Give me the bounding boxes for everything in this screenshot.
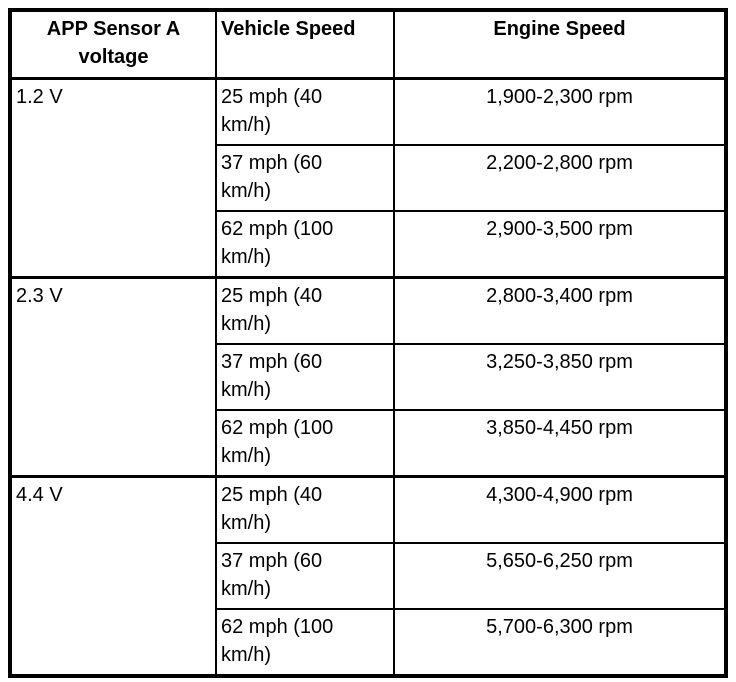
engine-speed-cell: 2,800-3,400 rpm xyxy=(393,276,727,345)
vehicle-speed-cell: 62 mph (100 km/h) xyxy=(215,608,395,677)
vehicle-speed-cell: 25 mph (40 km/h) xyxy=(215,276,395,345)
table-body: 1.2 V 25 mph (40 km/h) 1,900-2,300 rpm 37 m… xyxy=(9,77,727,677)
engine-speed-cell: 2,200-2,800 rpm xyxy=(393,144,727,212)
table-row: 1.2 V 25 mph (40 km/h) 1,900-2,300 rpm xyxy=(9,77,727,279)
vehicle-speed-cell: 37 mph (60 km/h) xyxy=(215,144,395,212)
voltage-cell: 2.3 V xyxy=(9,276,217,478)
engine-speed-cell: 1,900-2,300 rpm xyxy=(393,77,727,146)
table-row: 4.4 V 25 mph (40 km/h) 4,300-4,900 rpm xyxy=(9,475,727,677)
table-row: 37 mph (60 km/h) 5,650-6,250 rpm xyxy=(10,542,727,610)
table-row: 62 mph (100 km/h) 2,900-3,500 rpm xyxy=(10,210,727,279)
table-row: 2.3 V 25 mph (40 km/h) 2,800-3,400 rpm xyxy=(9,276,727,478)
voltage-cell: 4.4 V xyxy=(9,475,217,677)
vehicle-speed-cell: 37 mph (60 km/h) xyxy=(215,343,395,411)
engine-speed-cell: 5,650-6,250 rpm xyxy=(393,542,727,610)
table-row: 62 mph (100 km/h) 5,700-6,300 rpm xyxy=(10,608,727,677)
header-vehicle-speed: Vehicle Speed xyxy=(215,9,395,80)
engine-speed-cell: 3,250-3,850 rpm xyxy=(393,343,727,411)
table-row: 62 mph (100 km/h) 3,850-4,450 rpm xyxy=(10,409,727,478)
engine-speed-cell: 4,300-4,900 rpm xyxy=(393,475,727,544)
vehicle-speed-cell: 37 mph (60 km/h) xyxy=(215,542,395,610)
engine-speed-cell: 3,850-4,450 rpm xyxy=(393,409,727,478)
header-app-sensor-voltage: APP Sensor A voltage xyxy=(9,9,217,80)
vehicle-speed-cell: 25 mph (40 km/h) xyxy=(215,77,395,146)
table-header: APP Sensor A voltage Vehicle Speed Engin… xyxy=(9,9,727,80)
header-row: APP Sensor A voltage Vehicle Speed Engin… xyxy=(9,9,727,80)
vehicle-speed-cell: 62 mph (100 km/h) xyxy=(215,409,395,478)
vehicle-speed-cell: 25 mph (40 km/h) xyxy=(215,475,395,544)
voltage-cell: 1.2 V xyxy=(9,77,217,279)
engine-speed-cell: 2,900-3,500 rpm xyxy=(393,210,727,279)
header-engine-speed: Engine Speed xyxy=(393,9,727,80)
engine-speed-cell: 5,700-6,300 rpm xyxy=(393,608,727,677)
table-row: 37 mph (60 km/h) 2,200-2,800 rpm xyxy=(10,144,727,212)
table-row: 37 mph (60 km/h) 3,250-3,850 rpm xyxy=(10,343,727,411)
vehicle-speed-cell: 62 mph (100 km/h) xyxy=(215,210,395,279)
app-sensor-speed-table: APP Sensor A voltage Vehicle Speed Engin… xyxy=(8,8,728,678)
